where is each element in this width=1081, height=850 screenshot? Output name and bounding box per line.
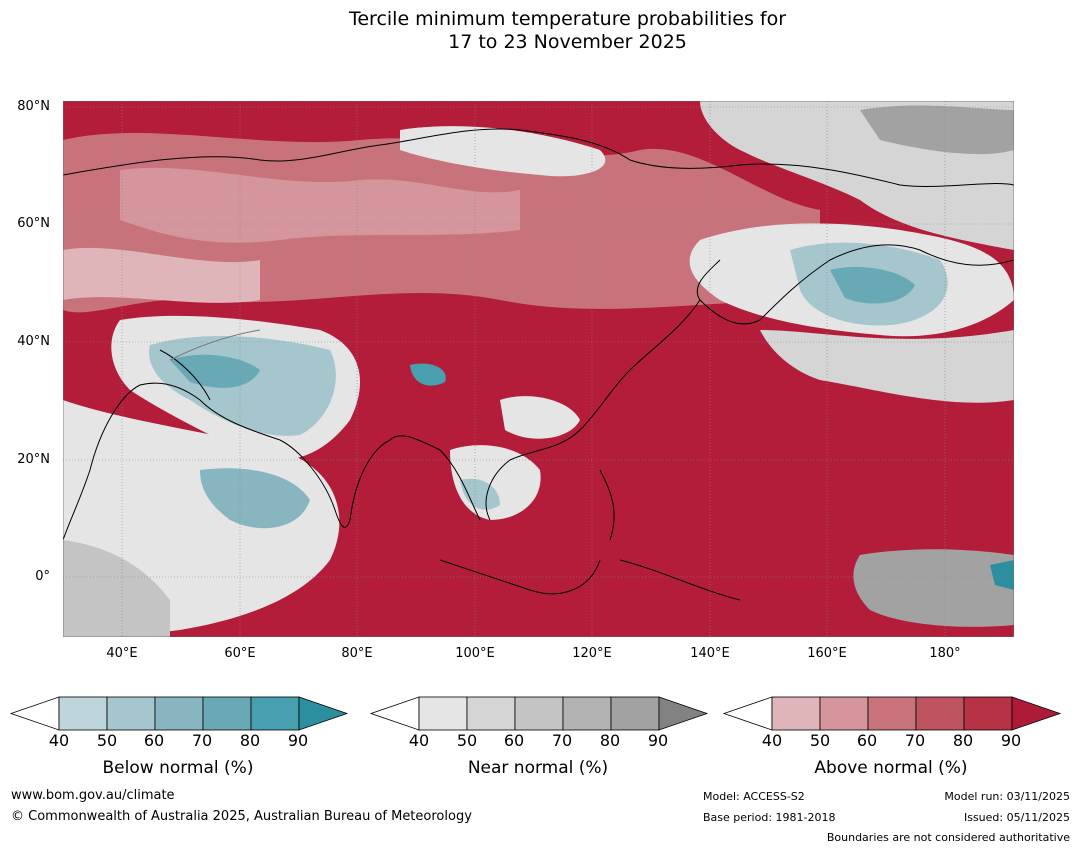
website-link[interactable]: www.bom.gov.au/climate	[11, 788, 175, 803]
graticule	[63, 101, 1014, 637]
map-field	[63, 101, 1014, 637]
above-tick: 90	[1000, 731, 1022, 750]
above-legend-label: Above normal (%)	[814, 758, 968, 778]
coastlines	[63, 128, 1014, 601]
near-tick: 40	[408, 731, 430, 750]
lat-label-60n: 60°N	[17, 216, 50, 231]
field-near-wpacific	[853, 549, 1014, 627]
near-tick: 50	[456, 731, 478, 750]
near-colorbar-extend-high	[658, 696, 709, 731]
above-tick: 40	[761, 731, 783, 750]
near-tick: 80	[599, 731, 621, 750]
base-period: Base period: 1981-2018	[703, 811, 836, 824]
field-below-mideast-core	[170, 354, 260, 388]
near-tick: 60	[503, 731, 525, 750]
below-legend-label: Below normal (%)	[102, 758, 254, 778]
near-colorbar-segment	[466, 696, 516, 731]
above-colorbar-segment	[963, 696, 1013, 731]
field-below-arabian-sea	[200, 468, 310, 529]
lon-label-80e: 80°E	[341, 646, 373, 661]
above-colorbar-extend-low	[722, 696, 773, 731]
below-tick: 80	[239, 731, 261, 750]
below-colorbar-extend-low	[9, 696, 60, 731]
below-colorbar-segment	[106, 696, 156, 731]
lon-label-160e: 160°E	[807, 646, 847, 661]
above-tick: 80	[952, 731, 974, 750]
below-tick: 50	[96, 731, 118, 750]
field-near-arctic-dark	[860, 105, 1014, 155]
colorbars	[9, 696, 1062, 731]
lon-label-40e: 40°E	[106, 646, 138, 661]
above-colorbar-segment	[867, 696, 917, 731]
near-tick: 70	[551, 731, 573, 750]
below-tick: 40	[48, 731, 70, 750]
below-colorbar-segment	[202, 696, 252, 731]
field-near-china	[500, 396, 580, 439]
below-tick: 60	[143, 731, 165, 750]
lat-label-40n: 40°N	[17, 334, 50, 349]
above-colorbar-segment	[771, 696, 821, 731]
above-tick: 70	[904, 731, 926, 750]
boundaries-disclaimer: Boundaries are not considered authoritat…	[826, 831, 1070, 844]
near-colorbar-segment	[610, 696, 660, 731]
lat-label-80n: 80°N	[17, 99, 50, 114]
near-colorbar-extend-low	[369, 696, 420, 731]
above-colorbar-segment	[915, 696, 965, 731]
field-below-seasia	[460, 478, 500, 510]
issued-date: Issued: 05/11/2025	[963, 811, 1070, 824]
model-run: Model run: 03/11/2025	[944, 790, 1070, 803]
above-tick: 50	[809, 731, 831, 750]
field-near-siberia	[400, 126, 606, 177]
model-info: Model: ACCESS-S2	[703, 790, 805, 803]
title-line-1: Tercile minimum temperature probabilitie…	[348, 8, 787, 30]
field-near-pacific	[760, 330, 1014, 403]
lon-label-60e: 60°E	[224, 646, 256, 661]
map-title: Tercile minimum temperature probabilitie…	[0, 8, 1081, 54]
above-tick: 60	[856, 731, 878, 750]
lon-label-140e: 140°E	[690, 646, 730, 661]
field-below-nwpacific-core	[830, 266, 915, 304]
lat-label-0: 0°	[35, 569, 50, 584]
title-line-2: 17 to 23 November 2025	[448, 31, 687, 53]
near-colorbar-segment	[514, 696, 564, 731]
lon-label-120e: 120°E	[572, 646, 612, 661]
above-colorbar-extend-high	[1011, 696, 1062, 731]
lat-label-20n: 20°N	[17, 452, 50, 467]
below-colorbar-extend-high	[298, 696, 349, 731]
near-colorbar-segment	[562, 696, 612, 731]
below-colorbar-segment	[58, 696, 108, 731]
near-colorbar-segment	[418, 696, 468, 731]
below-tick: 70	[191, 731, 213, 750]
field-above-50	[63, 247, 260, 303]
field-below-tibet	[410, 363, 446, 386]
near-tick: 90	[647, 731, 669, 750]
field-near-eafrica	[63, 540, 170, 637]
lon-label-100e: 100°E	[455, 646, 495, 661]
below-colorbar-segment	[250, 696, 300, 731]
field-below-wpacific	[990, 560, 1014, 590]
below-tick: 90	[287, 731, 309, 750]
copyright: © Commonwealth of Australia 2025, Austra…	[11, 809, 472, 824]
above-colorbar-segment	[819, 696, 869, 731]
near-legend-label: Near normal (%)	[467, 758, 609, 778]
below-colorbar-segment	[154, 696, 204, 731]
lon-label-180: 180°	[929, 646, 961, 661]
